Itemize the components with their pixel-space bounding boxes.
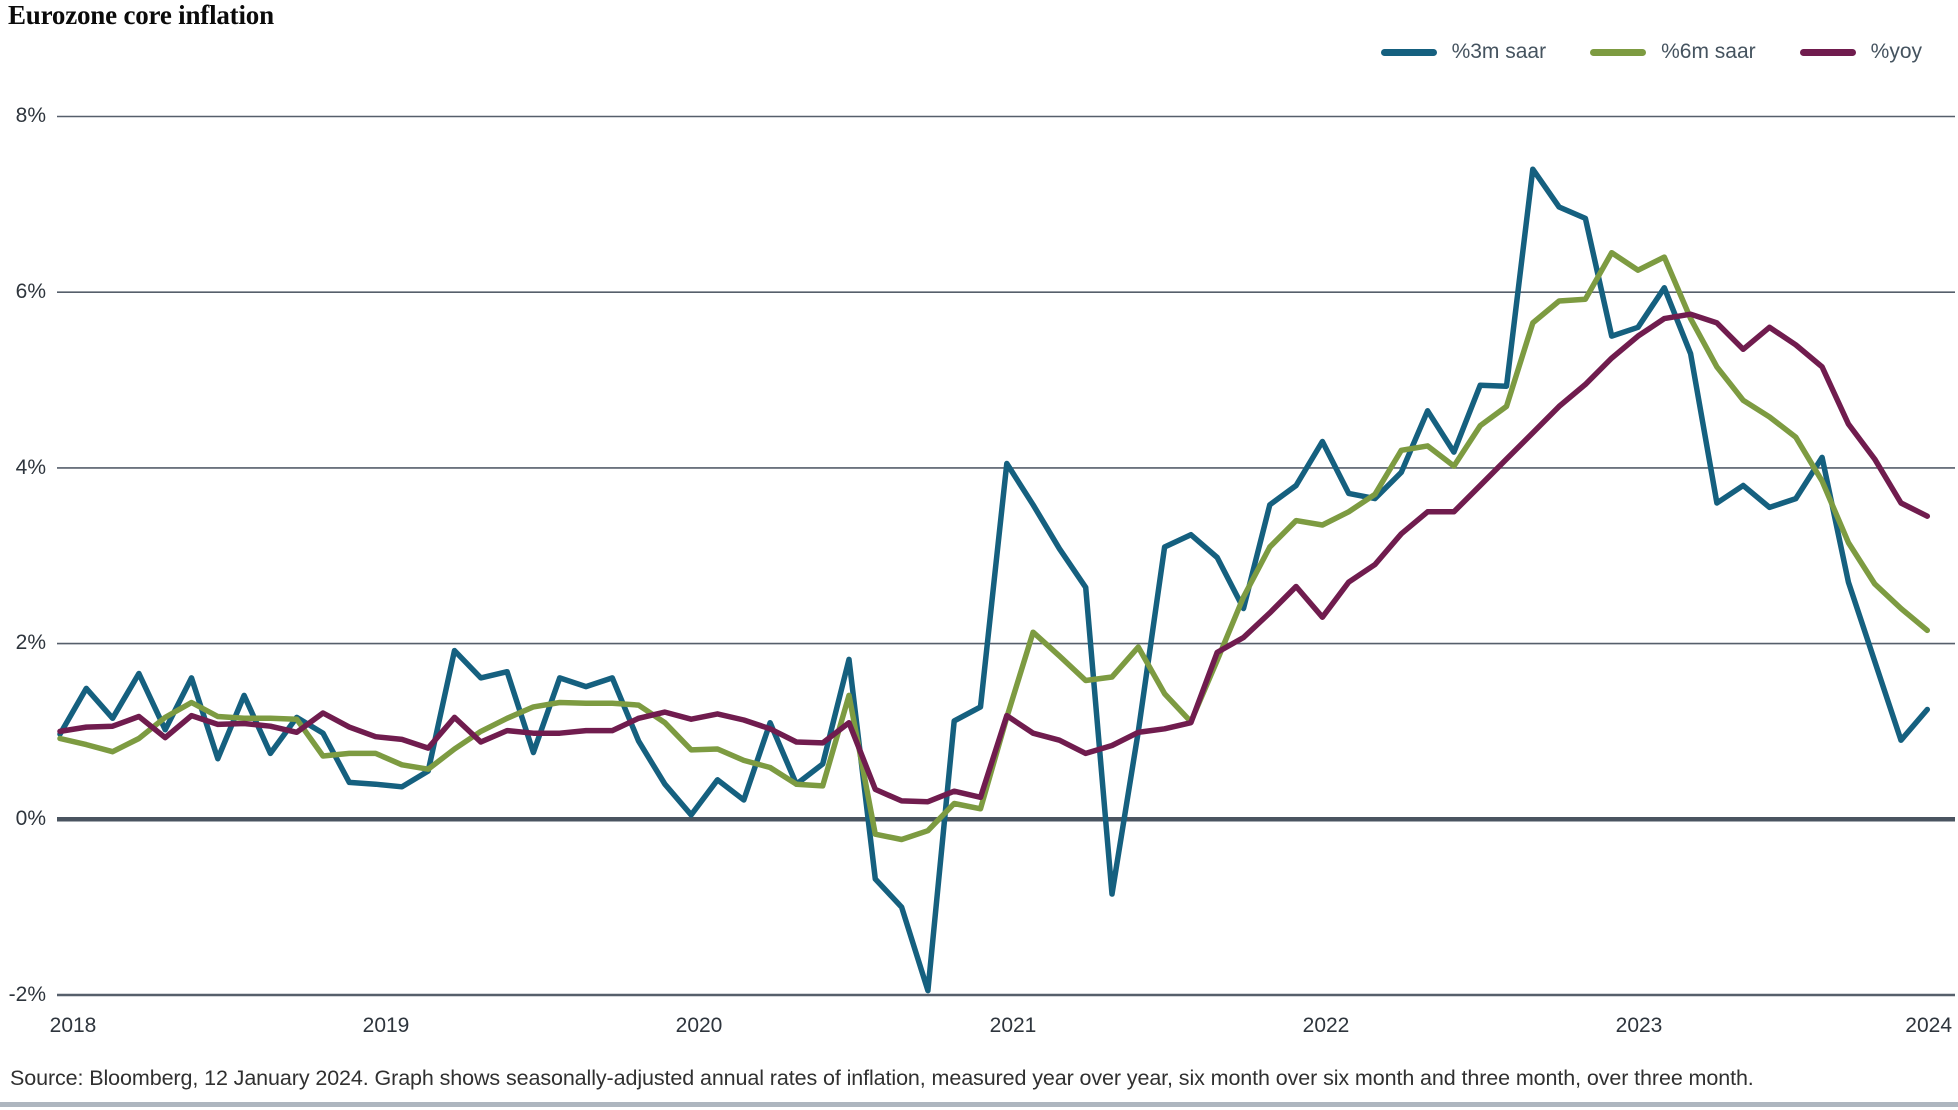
legend-swatch-3m-saar-icon bbox=[1380, 48, 1437, 56]
legend-swatch-yoy-icon bbox=[1799, 48, 1856, 56]
legend-label-6m-saar: %6m saar bbox=[1661, 40, 1756, 63]
legend-label-yoy: %yoy bbox=[1870, 40, 1922, 63]
series-line-yoy bbox=[57, 311, 1931, 805]
source-note: Source: Bloomberg, 12 January 2024. Grap… bbox=[10, 1066, 1754, 1090]
legend-swatch-6m-saar-icon bbox=[1590, 48, 1647, 56]
x-axis-label-2020: 2020 bbox=[675, 1014, 723, 1037]
legend-item-6m-saar: %6m saar bbox=[1590, 40, 1756, 64]
legend: %3m saar %6m saar %yoy bbox=[1380, 40, 1922, 64]
y-axis-label-6: 6% bbox=[15, 280, 46, 303]
y-axis-label-2: 2% bbox=[15, 631, 46, 654]
y-axis-label-neg2: -2% bbox=[8, 983, 46, 1006]
x-axis-label-2024: 2024 bbox=[1905, 1014, 1952, 1037]
series-line-3msaar bbox=[57, 166, 1931, 994]
bottom-divider bbox=[0, 1102, 1958, 1107]
x-axis-label-2018: 2018 bbox=[49, 1014, 97, 1037]
x-axis-label-2021: 2021 bbox=[989, 1014, 1037, 1037]
legend-label-3m-saar: %3m saar bbox=[1451, 40, 1547, 63]
x-axis-label-2019: 2019 bbox=[362, 1014, 410, 1037]
legend-item-3m-saar: %3m saar bbox=[1380, 40, 1547, 64]
chart-title: Eurozone core inflation bbox=[8, 0, 274, 30]
x-axis-label-2022: 2022 bbox=[1302, 1014, 1350, 1037]
y-axis-label-0: 0% bbox=[15, 807, 46, 830]
legend-item-yoy: %yoy bbox=[1799, 40, 1922, 64]
x-axis-label-2023: 2023 bbox=[1615, 1014, 1663, 1037]
y-axis-label-8: 8% bbox=[15, 104, 46, 127]
y-axis-label-4: 4% bbox=[15, 456, 46, 479]
